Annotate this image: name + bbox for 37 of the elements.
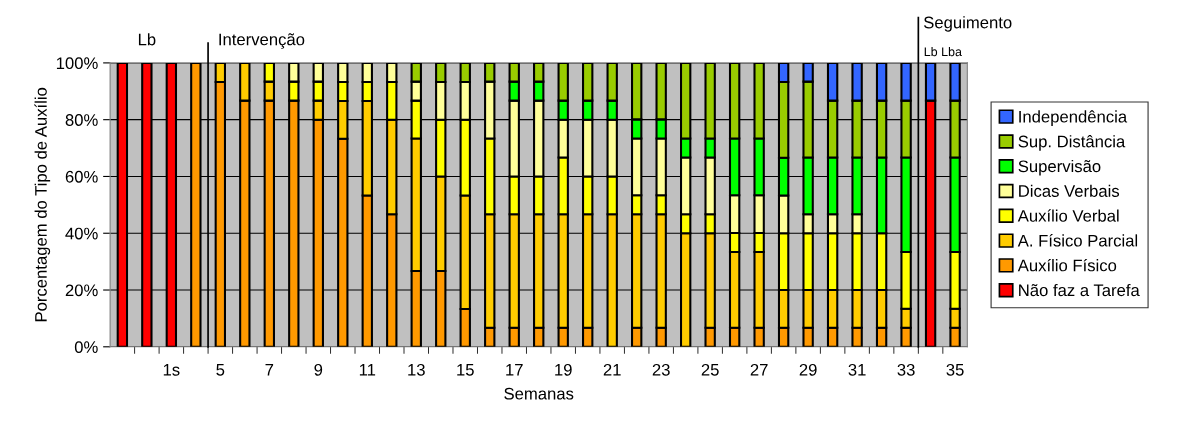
- x-tick-label: 23: [652, 363, 670, 376]
- x-tick-label: 1s: [163, 364, 180, 376]
- y-tick-label: 40%: [65, 227, 98, 240]
- x-tick-label: 17: [506, 364, 523, 376]
- y-tick-label: 0%: [74, 341, 98, 353]
- x-tick-label: 35: [946, 363, 964, 376]
- x-tick-label: 19: [555, 363, 572, 376]
- y-tick-label: 100%: [56, 57, 98, 70]
- text: Intervenção: [219, 33, 305, 49]
- x-tick-label: 7: [265, 364, 274, 376]
- y-axis-title: Porcentagem do Tipo de Auxílio: [34, 87, 51, 322]
- legend-label: Não faz a Tarefa: [1019, 283, 1140, 297]
- x-tick-label: 5: [216, 364, 225, 376]
- x-tick-label: 31: [848, 363, 866, 376]
- legend-label: A. Físico Parcial: [1017, 234, 1138, 247]
- x-tick-label: 9: [314, 363, 323, 376]
- legend-label: Auxílio Físico: [1017, 258, 1117, 272]
- x-tick-label: 21: [603, 363, 621, 376]
- x-tick-label: 11: [359, 364, 376, 376]
- x-axis-title: Semanas: [504, 387, 574, 400]
- y-tick-label: 60%: [65, 170, 98, 183]
- x-tick-label: 15: [457, 364, 474, 376]
- legend-label: Independência: [1019, 110, 1128, 126]
- y-tick-label: 80%: [65, 114, 98, 126]
- text: Lb Lba: [924, 46, 962, 57]
- x-tick-label: 27: [750, 363, 768, 376]
- x-tick-label: 29: [799, 363, 817, 376]
- legend-label: Sup. Distância: [1018, 135, 1126, 151]
- text: Lb: [138, 33, 156, 46]
- legend-label: Auxílio Verbal: [1017, 209, 1119, 222]
- y-tick-label: 20%: [65, 284, 98, 297]
- text: Seguimento: [924, 16, 1012, 32]
- legend-label: Supervisão: [1018, 159, 1101, 176]
- legend-label: Dicas Verbais: [1019, 184, 1120, 197]
- x-tick-label: 25: [701, 363, 719, 376]
- x-tick-label: 33: [897, 363, 915, 376]
- x-tick-label: 13: [408, 363, 425, 376]
